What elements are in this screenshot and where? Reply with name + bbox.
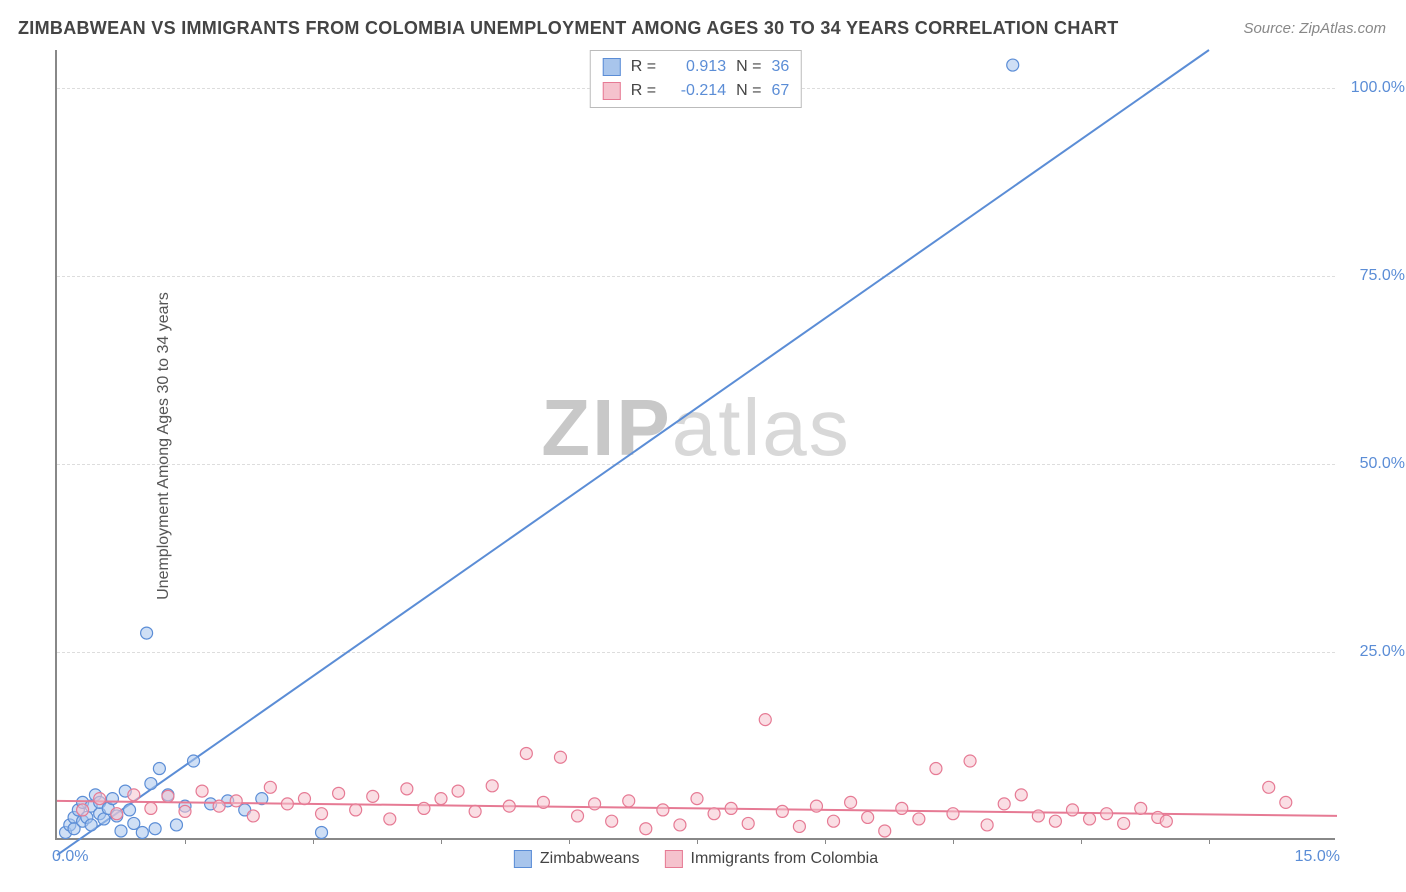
legend-label-2: Immigrants from Colombia: [691, 850, 879, 868]
n-label-2: N =: [736, 82, 761, 100]
r-value-2: -0.214: [666, 82, 726, 100]
r-label: R =: [631, 58, 656, 76]
r-label-2: R =: [631, 82, 656, 100]
y-tick-label: 100.0%: [1351, 79, 1405, 97]
correlation-row-1: R = 0.913 N = 36: [603, 55, 789, 79]
legend-item-colombia: Immigrants from Colombia: [665, 850, 879, 868]
swatch-colombia: [603, 82, 621, 100]
chart-svg: [57, 50, 1335, 838]
y-tick-label: 25.0%: [1360, 643, 1405, 661]
swatch-zimbabweans: [603, 58, 621, 76]
source-attribution: Source: ZipAtlas.com: [1243, 20, 1386, 37]
correlation-row-2: R = -0.214 N = 67: [603, 79, 789, 103]
correlation-legend: R = 0.913 N = 36 R = -0.214 N = 67: [590, 50, 802, 108]
x-tick-min: 0.0%: [52, 848, 88, 866]
x-tick-max: 15.0%: [1295, 848, 1340, 866]
plot-area: ZIPatlas 25.0%50.0%75.0%100.0% 0.0% 15.0…: [55, 50, 1335, 840]
legend-label-1: Zimbabweans: [540, 850, 640, 868]
chart-title: ZIMBABWEAN VS IMMIGRANTS FROM COLOMBIA U…: [18, 18, 1119, 39]
legend-item-zimbabweans: Zimbabweans: [514, 850, 640, 868]
n-value-2: 67: [771, 82, 789, 100]
chart-container: ZIMBABWEAN VS IMMIGRANTS FROM COLOMBIA U…: [0, 0, 1406, 892]
n-value-1: 36: [771, 58, 789, 76]
y-tick-label: 50.0%: [1360, 455, 1405, 473]
series-legend: Zimbabweans Immigrants from Colombia: [514, 850, 878, 868]
swatch-colombia-2: [665, 850, 683, 868]
y-tick-label: 75.0%: [1360, 267, 1405, 285]
r-value-1: 0.913: [666, 58, 726, 76]
n-label: N =: [736, 58, 761, 76]
swatch-zimbabweans-2: [514, 850, 532, 868]
